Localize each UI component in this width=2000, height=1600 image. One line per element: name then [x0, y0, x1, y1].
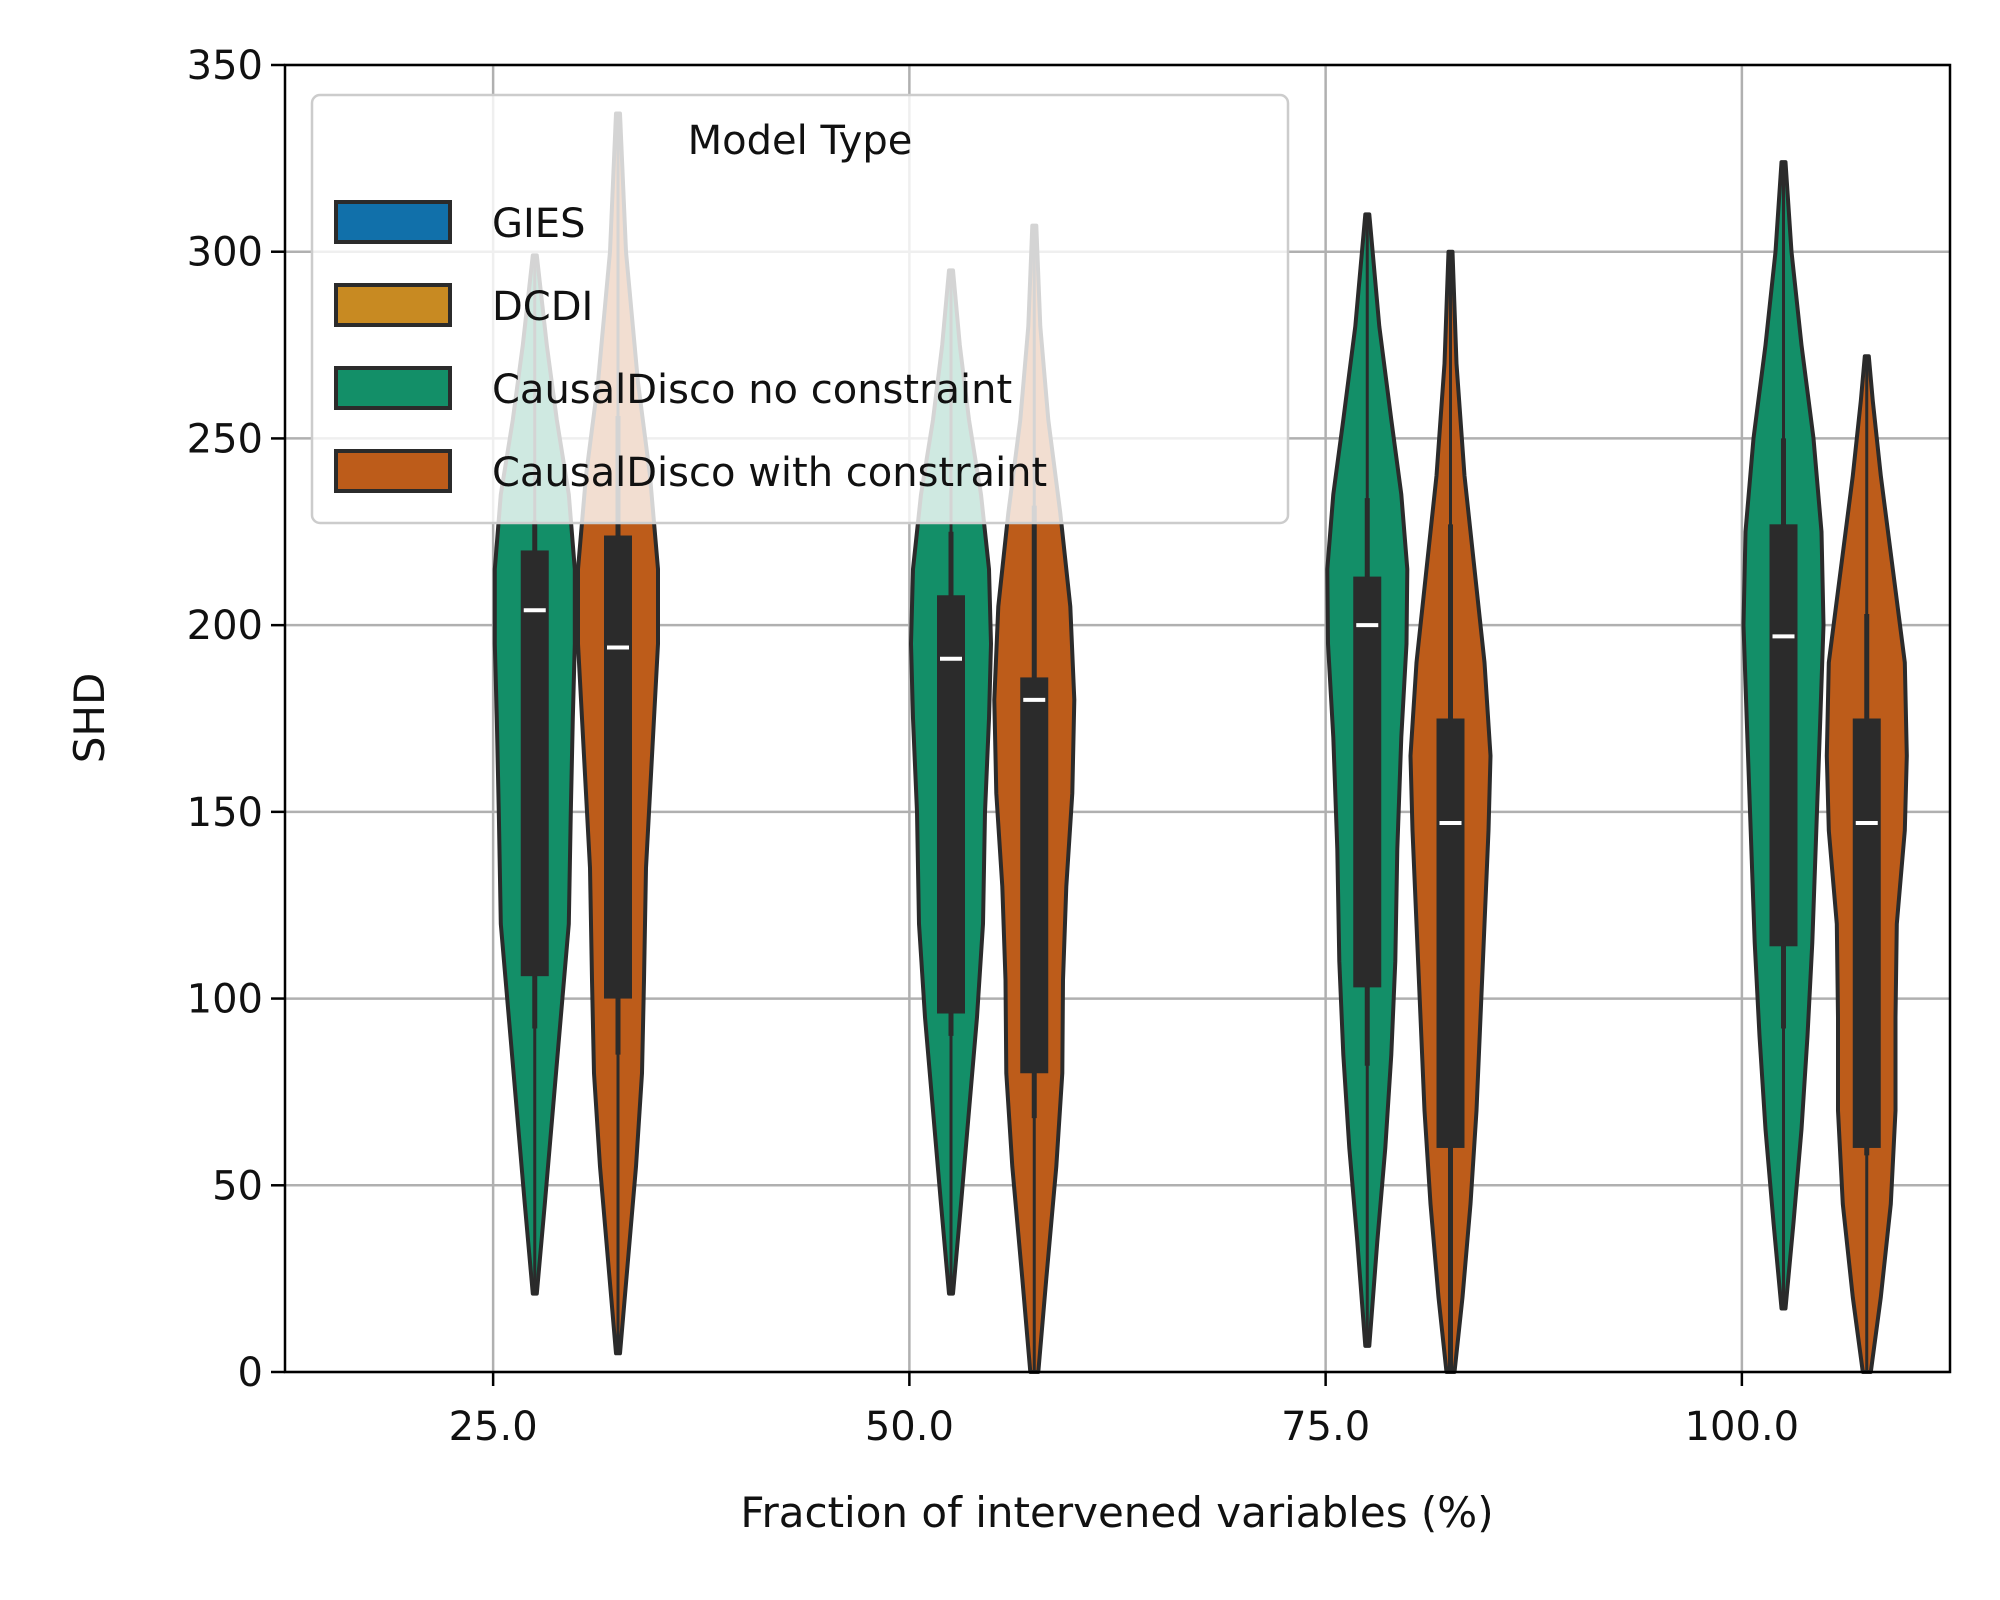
y-tick-label: 350 [187, 43, 263, 89]
legend-label-causaldisco-with-constraint: CausalDisco with constraint [492, 450, 1047, 496]
legend-label-gies: GIES [492, 201, 585, 247]
legend-swatch-causaldisco-no-constraint [334, 366, 452, 410]
axis-ticks: 0 50 100 150 200 250 300 350 25.0 50.0 75.0 100.0 [187, 43, 1799, 1450]
x-tick-label: 100.0 [1685, 1404, 1800, 1450]
legend-swatch-dcdi [334, 283, 452, 327]
legend-label-causaldisco-no-constraint: CausalDisco no constraint [492, 367, 1012, 413]
legend-label-dcdi: DCDI [492, 284, 593, 330]
x-tick-label: 25.0 [449, 1404, 538, 1450]
violin-iqr-box [520, 550, 549, 977]
legend-swatch-gies [334, 200, 452, 244]
violin-iqr-box [937, 595, 965, 1014]
y-tick-label: 0 [238, 1350, 263, 1396]
legend: Model Type GIES DCDI CausalDisco no cons… [310, 93, 1290, 525]
legend-title: Model Type [688, 118, 913, 164]
y-tick-label: 150 [187, 790, 263, 836]
y-tick-label: 300 [187, 230, 263, 276]
y-tick-label: 50 [212, 1163, 263, 1209]
x-tick-label: 50.0 [865, 1404, 954, 1450]
violin-iqr-box [1436, 718, 1465, 1148]
y-tick-label: 100 [187, 977, 263, 1023]
x-axis-title: Fraction of intervened variables (%) [740, 1488, 1493, 1537]
violin-iqr-box [604, 535, 632, 999]
y-tick-label: 250 [187, 416, 263, 462]
violin-iqr-box [1852, 718, 1881, 1148]
legend-box [310, 93, 1290, 525]
violin-iqr-box [1353, 576, 1382, 988]
plot-frame [283, 63, 1952, 1374]
y-axis-title: SHD [65, 673, 114, 764]
y-tick-label: 200 [187, 603, 263, 649]
violin-iqr-box [1769, 524, 1798, 947]
legend-swatch-causaldisco-with-constraint [334, 449, 452, 493]
violin-iqr-box [1020, 677, 1049, 1074]
x-tick-label: 75.0 [1281, 1404, 1370, 1450]
